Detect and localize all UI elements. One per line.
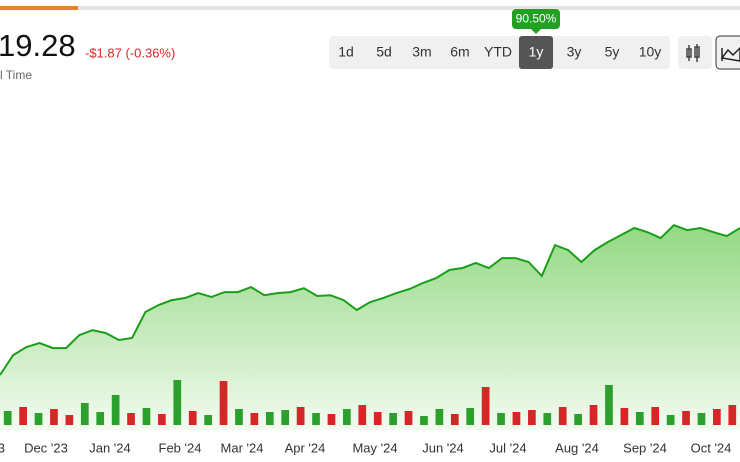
volume-bar bbox=[420, 416, 428, 425]
range-button[interactable]: 3m bbox=[412, 44, 431, 60]
x-tick-label: Feb '24 bbox=[159, 440, 202, 455]
progress-fill bbox=[0, 6, 78, 10]
x-tick-label: Dec '23 bbox=[24, 440, 68, 455]
volume-bar bbox=[389, 413, 397, 425]
status: l Time bbox=[0, 68, 32, 82]
volume-bar bbox=[327, 414, 336, 425]
x-tick-label: Jul '24 bbox=[489, 440, 526, 455]
volume-bar bbox=[713, 409, 721, 425]
volume-bar bbox=[127, 413, 135, 425]
volume-bar bbox=[651, 407, 660, 425]
volume-bar bbox=[543, 413, 552, 425]
volume-bar bbox=[728, 405, 737, 425]
volume-bar bbox=[65, 415, 74, 425]
volume-bar bbox=[312, 413, 320, 425]
x-tick-label: Oct '24 bbox=[691, 440, 732, 455]
volume-bar bbox=[528, 410, 536, 425]
range-button[interactable]: 6m bbox=[450, 44, 469, 60]
x-tick-label: Jan '24 bbox=[89, 440, 131, 455]
price-line bbox=[0, 224, 740, 376]
volume-bar bbox=[481, 387, 490, 425]
volume-bar bbox=[666, 415, 675, 425]
volume-bar bbox=[50, 409, 58, 425]
x-tick-label: Sep '24 bbox=[623, 440, 667, 455]
volume-bar bbox=[512, 412, 521, 425]
volume-bar bbox=[373, 412, 382, 425]
volume-bar bbox=[697, 413, 706, 425]
x-tick-label: Mar '24 bbox=[221, 440, 264, 455]
volume-bar bbox=[682, 411, 690, 425]
volume-bar bbox=[466, 408, 475, 425]
volume-bar bbox=[188, 411, 197, 425]
volume-bar bbox=[558, 407, 567, 425]
volume-bar bbox=[219, 381, 228, 425]
change-badge-text: 90.50% bbox=[516, 12, 557, 26]
price-area bbox=[0, 225, 740, 430]
area-icon bbox=[720, 46, 740, 62]
volume-bar bbox=[404, 411, 413, 425]
volume-bar bbox=[3, 411, 12, 425]
range-button-active[interactable] bbox=[519, 36, 553, 69]
volume-bar bbox=[605, 385, 613, 425]
progress-track bbox=[0, 6, 740, 10]
x-tick-label: 3 bbox=[0, 440, 5, 455]
volume-bar bbox=[96, 412, 105, 425]
range-button[interactable]: 1d bbox=[338, 44, 354, 60]
volume-bar bbox=[620, 408, 629, 425]
range-button[interactable]: 5d bbox=[376, 44, 392, 60]
price: 19.28 bbox=[0, 28, 76, 63]
volume-bar bbox=[265, 412, 274, 425]
x-tick-label: Apr '24 bbox=[285, 440, 326, 455]
volume-bar bbox=[358, 405, 367, 425]
range-button[interactable]: 3y bbox=[567, 44, 582, 60]
volume-bar bbox=[635, 412, 644, 425]
volume-bar bbox=[250, 413, 259, 425]
volume-bar bbox=[450, 414, 459, 425]
volume-bar bbox=[343, 409, 351, 425]
range-group bbox=[329, 36, 670, 69]
volume-bar bbox=[589, 405, 598, 425]
volume-bar bbox=[574, 414, 582, 425]
change-badge bbox=[512, 9, 560, 29]
range-button[interactable]: 5y bbox=[605, 44, 620, 60]
volume-bar bbox=[34, 413, 43, 425]
volume-bar bbox=[296, 407, 305, 425]
volume-bar bbox=[111, 395, 120, 425]
range-button[interactable]: 10y bbox=[639, 44, 662, 60]
volume-bar bbox=[80, 403, 89, 425]
volume-bar bbox=[173, 380, 182, 425]
badge-pointer bbox=[531, 29, 541, 34]
volume-bar bbox=[235, 409, 243, 425]
volume-bar bbox=[158, 414, 166, 425]
volume-bar bbox=[142, 408, 151, 425]
range-button[interactable]: 1y bbox=[529, 44, 544, 60]
x-tick-label: Aug '24 bbox=[555, 440, 599, 455]
volume-bar bbox=[204, 415, 212, 425]
price-change: -$1.87 (-0.36%) bbox=[85, 45, 175, 60]
candle-icon bbox=[686, 44, 700, 62]
x-tick-label: May '24 bbox=[352, 440, 397, 455]
volume-bar bbox=[281, 410, 290, 425]
volume-bar bbox=[19, 407, 27, 425]
volume-bar bbox=[497, 413, 505, 425]
x-tick-label: Jun '24 bbox=[422, 440, 464, 455]
volume-bar bbox=[435, 409, 444, 425]
range-button[interactable]: YTD bbox=[484, 44, 512, 60]
